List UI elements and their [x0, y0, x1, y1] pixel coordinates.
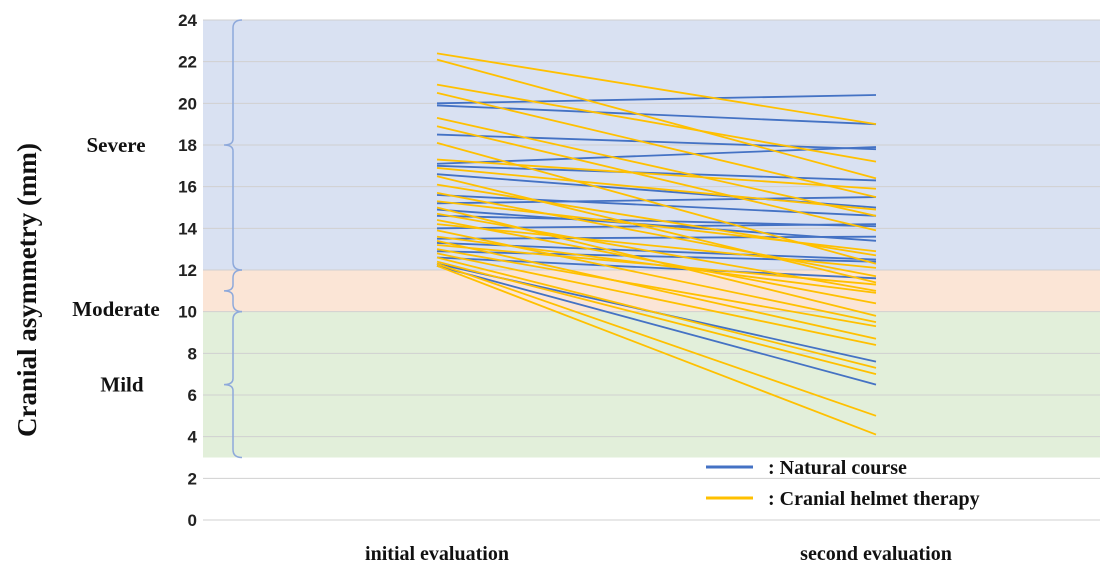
y-tick-label: 14 [178, 219, 197, 238]
helmet-therapy-line [436, 125, 877, 232]
helmet-therapy-line [436, 264, 877, 436]
y-tick-label: 18 [178, 136, 197, 155]
helmet-therapy-line [436, 52, 877, 126]
x-category-label: second evaluation [800, 543, 952, 565]
y-tick-label: 16 [178, 178, 197, 197]
gridlines [203, 19, 1100, 521]
helmet-therapy-line [436, 219, 877, 305]
natural-course-line [436, 164, 877, 182]
natural-course-line [436, 208, 877, 242]
helmet-therapy-line [436, 117, 877, 217]
helmet-therapy-line [436, 192, 877, 278]
y-tick-label: 24 [178, 11, 197, 30]
zone-label-moderate: Moderate [72, 297, 159, 321]
natural-course-line [436, 196, 877, 205]
helmet-therapy-line [436, 158, 877, 190]
y-tick-label: 0 [188, 511, 197, 530]
legend: : Natural course : Cranial helmet therapy [706, 457, 980, 510]
natural-course-line [436, 264, 877, 386]
helmet-therapy-line [436, 244, 877, 286]
natural-course-line [436, 94, 877, 105]
helmet-therapy-line [436, 256, 877, 369]
legend-label: : Cranial helmet therapy [768, 488, 980, 510]
helmet-therapy-line [436, 239, 877, 340]
legend-label: : Natural course [768, 457, 907, 479]
x-category-labels: initial evaluation second evaluation [365, 543, 952, 565]
y-tick-label: 10 [178, 303, 197, 322]
natural-course-line [436, 256, 877, 280]
y-tick-label: 8 [188, 344, 197, 363]
band-mild [203, 311, 1100, 458]
natural-course-line [436, 146, 877, 165]
y-axis-label: Cranial asymmetry (mm) [12, 143, 42, 437]
helmet-therapy-line [436, 58, 877, 180]
x-category-label: initial evaluation [365, 543, 509, 565]
zone-label-mild: Mild [100, 373, 143, 397]
brace [223, 269, 243, 313]
brace [223, 19, 243, 271]
helmet-therapy-line [436, 260, 877, 376]
brace [223, 310, 243, 459]
helmet-therapy-line [436, 83, 877, 163]
helmet-therapy-line [436, 248, 877, 328]
y-tick-label: 20 [178, 94, 197, 113]
helmet-therapy-line [436, 252, 877, 346]
y-tick-label: 2 [188, 469, 197, 488]
y-tick-label: 6 [188, 386, 197, 405]
y-tick-label: 22 [178, 53, 197, 72]
natural-course-line [436, 235, 877, 240]
helmet-therapy-line [436, 175, 877, 284]
helmet-therapy-line [436, 262, 877, 417]
helmet-therapy-line [436, 167, 877, 211]
natural-course-line [436, 133, 877, 151]
y-tick-label: 12 [178, 261, 197, 280]
zone-label-severe: Severe [86, 133, 145, 157]
helmet-therapy-line [436, 223, 877, 269]
severity-bands [203, 20, 1100, 458]
y-tick-label: 4 [188, 428, 198, 447]
helmet-therapy-line [436, 200, 877, 253]
band-moderate [203, 270, 1100, 312]
natural-course-line [436, 104, 877, 126]
helmet-therapy-line [436, 92, 877, 198]
zone-braces: Severe Moderate Mild [72, 19, 243, 459]
data-lines [436, 52, 877, 436]
